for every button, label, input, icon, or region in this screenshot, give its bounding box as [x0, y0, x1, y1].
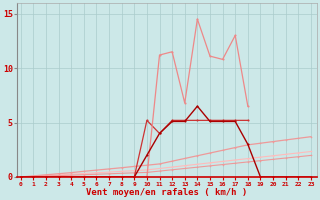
X-axis label: Vent moyen/en rafales ( km/h ): Vent moyen/en rafales ( km/h ) [86, 188, 248, 197]
